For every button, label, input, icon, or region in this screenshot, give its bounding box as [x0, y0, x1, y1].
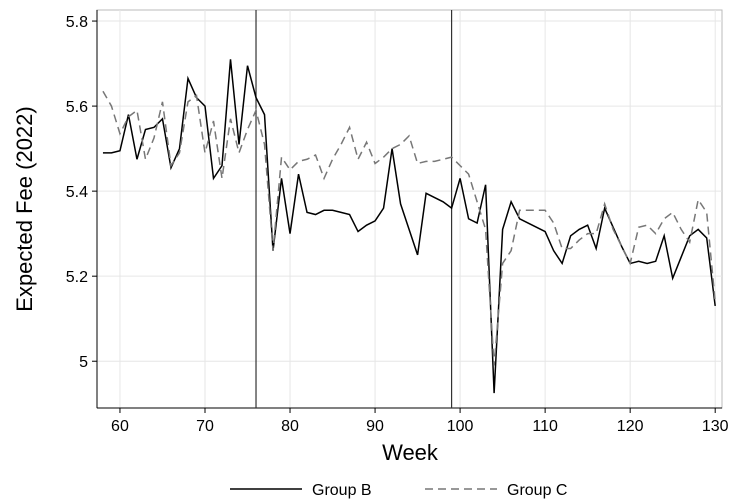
legend-label: Group C: [507, 482, 567, 499]
x-tick-label: 70: [196, 418, 214, 435]
y-axis-label: Expected Fee (2022): [12, 106, 37, 311]
x-tick-label: 90: [366, 418, 384, 435]
plot-frame: [96, 9, 723, 409]
y-tick-label: 5.6: [66, 99, 88, 116]
y-tick-label: 5: [79, 354, 88, 371]
x-tick-label: 80: [281, 418, 299, 435]
y-tick-label: 5.8: [66, 14, 88, 31]
y-tick-label: 5.4: [66, 184, 88, 201]
line-series: [102, 59, 716, 394]
x-tick-label: 60: [111, 418, 129, 435]
y-tick-label: 5.2: [66, 269, 88, 286]
line-series: [102, 90, 716, 366]
x-axis-label: Week: [382, 440, 439, 465]
x-tick-label: 100: [447, 418, 474, 435]
x-tick-label: 110: [532, 418, 558, 435]
legend-label: Group B: [312, 482, 372, 499]
x-tick-label: 130: [702, 418, 729, 435]
x-tick-label: 120: [617, 418, 644, 435]
